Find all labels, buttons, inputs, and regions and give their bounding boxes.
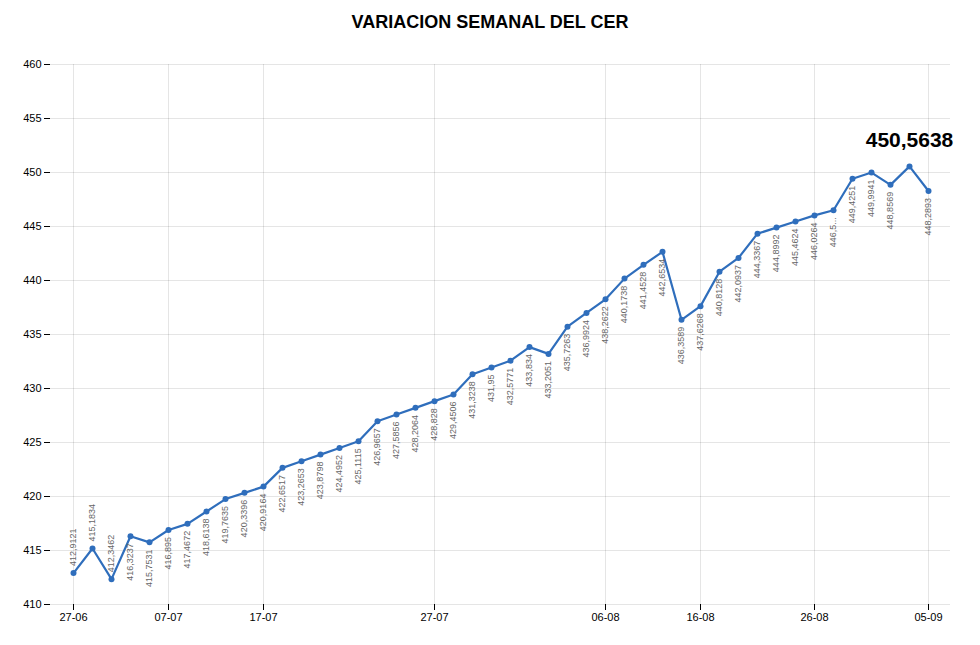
svg-text:446,0264: 446,0264 xyxy=(809,222,819,260)
svg-text:438,2622: 438,2622 xyxy=(600,306,610,344)
svg-text:442,0937: 442,0937 xyxy=(733,265,743,303)
svg-text:436,9924: 436,9924 xyxy=(581,320,591,358)
html-text:VARIACION SEMANAL DEL CER: VARIACION SEMANAL DEL CER xyxy=(351,12,629,32)
svg-text:415,7531: 415,7531 xyxy=(144,549,154,587)
svg-text:428,828: 428,828 xyxy=(429,408,439,441)
svg-text:07-07: 07-07 xyxy=(154,611,182,623)
svg-text:420: 420 xyxy=(23,490,41,502)
svg-text:427,5856: 427,5856 xyxy=(391,422,401,460)
svg-text:416,895: 416,895 xyxy=(163,537,173,570)
svg-text:423,2653: 423,2653 xyxy=(296,468,306,506)
svg-text:435,7263: 435,7263 xyxy=(562,334,572,372)
svg-text:445,4624: 445,4624 xyxy=(790,229,800,267)
svg-text:449,4251: 449,4251 xyxy=(847,186,857,224)
svg-text:424,4952: 424,4952 xyxy=(334,455,344,493)
svg-text:446,5...: 446,5... xyxy=(828,217,838,247)
svg-text:440,1738: 440,1738 xyxy=(619,286,629,324)
svg-text:442,6534: 442,6534 xyxy=(657,259,667,297)
svg-text:437,6268: 437,6268 xyxy=(695,313,705,351)
svg-text:444,8992: 444,8992 xyxy=(771,235,781,273)
svg-text:450: 450 xyxy=(23,166,41,178)
svg-text:448,2893: 448,2893 xyxy=(923,198,933,236)
svg-text:441,4528: 441,4528 xyxy=(638,272,648,310)
svg-text:431,95: 431,95 xyxy=(486,374,496,402)
svg-text:27-06: 27-06 xyxy=(59,611,87,623)
svg-text:433,834: 433,834 xyxy=(524,354,534,387)
svg-text:420,3396: 420,3396 xyxy=(239,500,249,538)
svg-text:445: 445 xyxy=(23,220,41,232)
svg-text:415,1834: 415,1834 xyxy=(87,504,97,542)
svg-text:27-07: 27-07 xyxy=(420,611,448,623)
svg-text:16-08: 16-08 xyxy=(686,611,714,623)
svg-text:460: 460 xyxy=(23,58,41,70)
svg-text:06-08: 06-08 xyxy=(591,611,619,623)
svg-text:17-07: 17-07 xyxy=(249,611,277,623)
svg-text:440: 440 xyxy=(23,274,41,286)
svg-text:417,4672: 417,4672 xyxy=(182,531,192,569)
svg-text:410: 410 xyxy=(23,598,41,610)
svg-text:455: 455 xyxy=(23,112,41,124)
svg-text:440,8128: 440,8128 xyxy=(714,279,724,317)
svg-text:430: 430 xyxy=(23,382,41,394)
svg-text:418,6138: 418,6138 xyxy=(201,518,211,556)
svg-text:415: 415 xyxy=(23,544,41,556)
svg-text:425,1115: 425,1115 xyxy=(353,448,363,484)
svg-text:422,6517: 422,6517 xyxy=(277,475,287,513)
svg-text:412,9121: 412,9121 xyxy=(68,529,78,567)
svg-text:444,3367: 444,3367 xyxy=(752,241,762,279)
svg-text:450,5638: 450,5638 xyxy=(866,128,954,151)
svg-text:431,3238: 431,3238 xyxy=(467,381,477,419)
svg-text:449,9941: 449,9941 xyxy=(866,180,876,218)
svg-text:26-08: 26-08 xyxy=(800,611,828,623)
svg-text:416,3237: 416,3237 xyxy=(125,543,135,581)
svg-text:432,5771: 432,5771 xyxy=(505,368,515,406)
svg-text:412,3462: 412,3462 xyxy=(106,535,116,573)
svg-text:433,2051: 433,2051 xyxy=(543,361,553,399)
svg-text:428,2064: 428,2064 xyxy=(410,415,420,453)
svg-text:435: 435 xyxy=(23,328,41,340)
svg-text:426,9657: 426,9657 xyxy=(372,428,382,466)
svg-text:423,8798: 423,8798 xyxy=(315,462,325,500)
svg-text:420,9164: 420,9164 xyxy=(258,494,268,532)
svg-text:436,3589: 436,3589 xyxy=(676,327,686,365)
svg-text:425: 425 xyxy=(23,436,41,448)
svg-text:05-09: 05-09 xyxy=(914,611,942,623)
svg-text:419,7635: 419,7635 xyxy=(220,506,230,544)
svg-text:429,4506: 429,4506 xyxy=(448,401,458,439)
svg-text:448,8569: 448,8569 xyxy=(885,192,895,230)
